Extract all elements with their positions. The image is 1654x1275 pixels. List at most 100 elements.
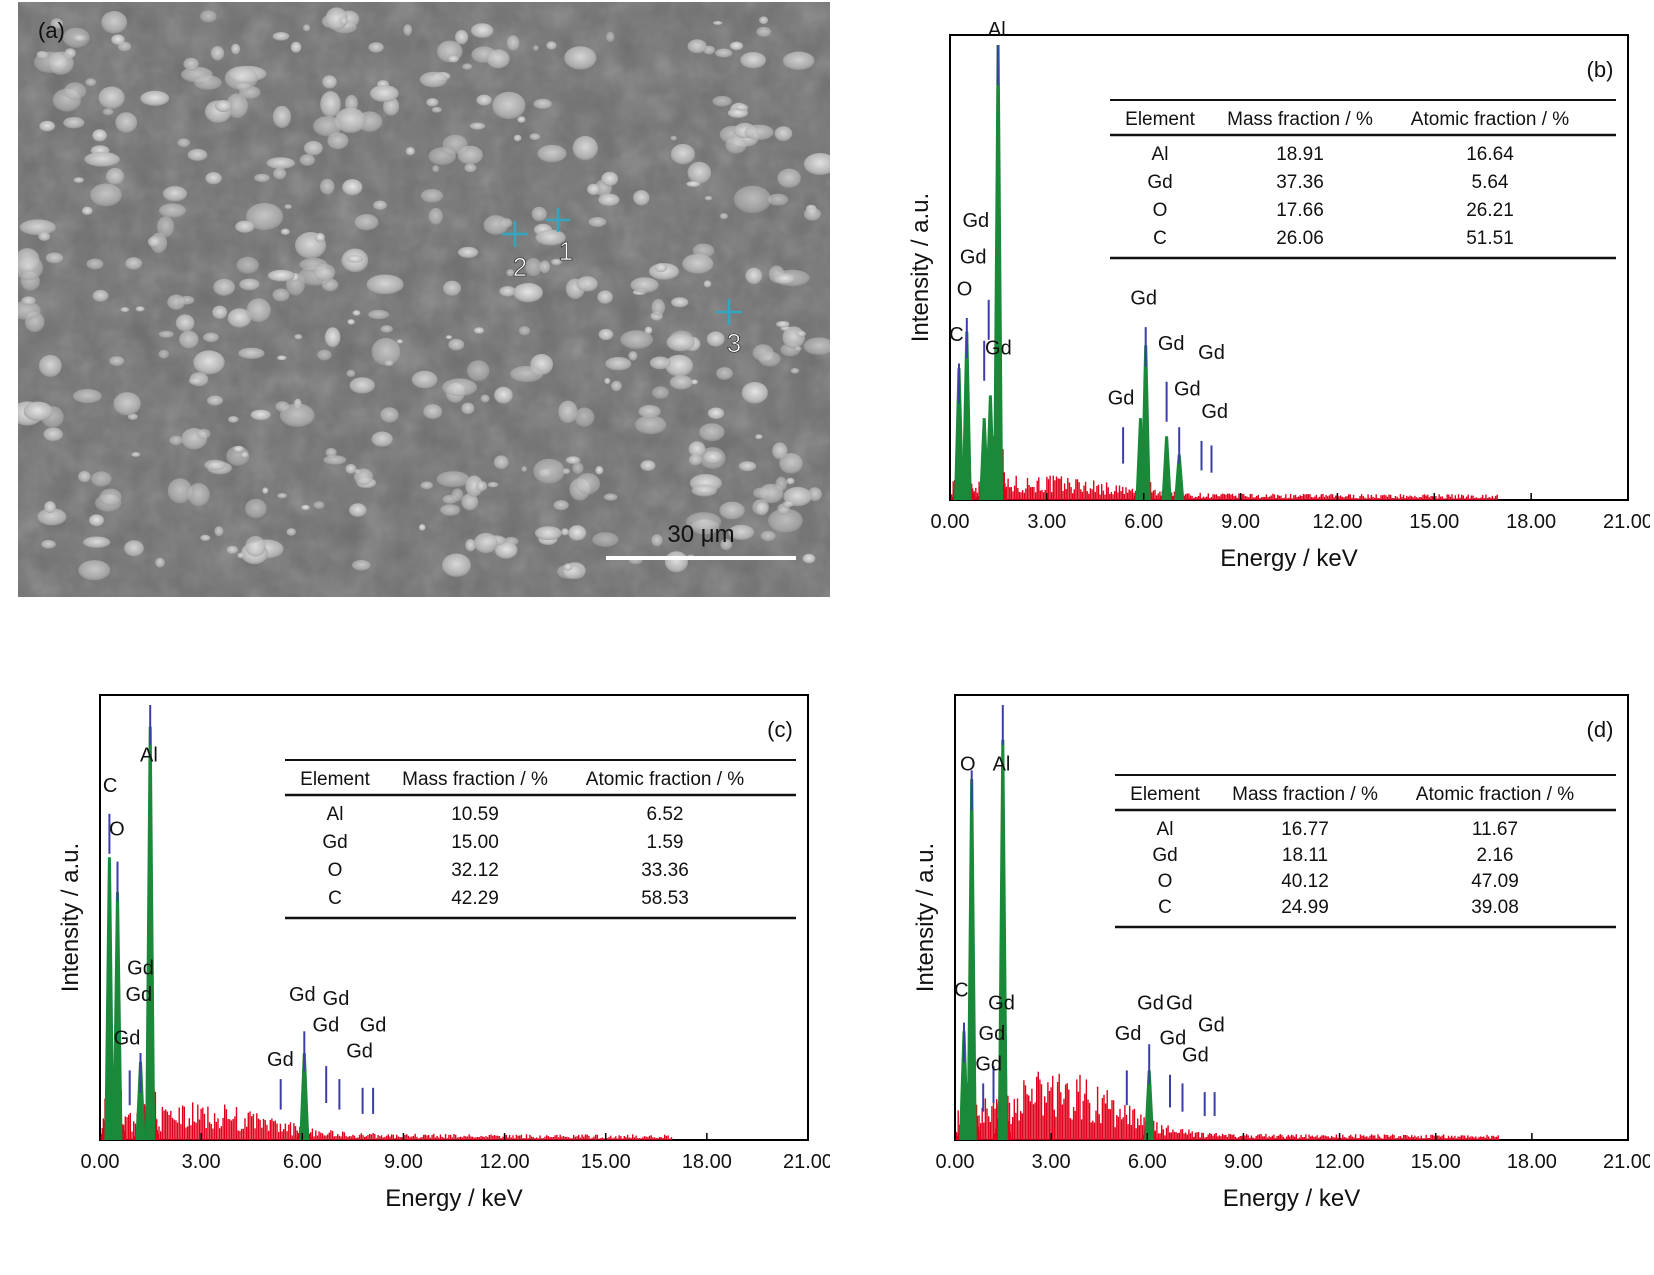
sem-particle xyxy=(99,488,122,506)
sem-particle xyxy=(320,178,335,195)
table-cell: Gd xyxy=(1147,172,1172,193)
sem-particle xyxy=(557,564,583,580)
sem-particle xyxy=(551,258,562,266)
sem-particle xyxy=(467,360,490,382)
sem-particle xyxy=(187,148,208,161)
sem-particle xyxy=(605,357,632,371)
table-header: Mass fraction / % xyxy=(1227,109,1373,130)
peak-label: Gd xyxy=(323,988,350,1010)
peak-label: Gd xyxy=(1182,1045,1209,1067)
spectrum-peak xyxy=(104,857,115,1140)
sem-particle xyxy=(638,405,661,418)
sem-particle xyxy=(470,23,494,38)
sem-particle xyxy=(131,452,141,457)
sem-particle xyxy=(420,481,433,490)
table-cell: 26.06 xyxy=(1276,228,1324,249)
sem-particle xyxy=(688,441,706,458)
y-axis-label: Intensity / a.u. xyxy=(912,843,939,992)
sem-particle xyxy=(682,253,714,274)
spectrum-peak xyxy=(954,368,964,500)
panel-label: (d) xyxy=(1587,717,1614,742)
sem-particle xyxy=(339,17,349,25)
table-cell: 51.51 xyxy=(1466,228,1514,249)
sem-particle xyxy=(553,500,569,511)
sem-particle xyxy=(719,501,745,520)
sem-particle xyxy=(41,539,56,549)
sem-particle xyxy=(465,539,476,552)
sem-particle xyxy=(83,536,111,548)
sem-particle xyxy=(284,204,292,209)
sem-particle xyxy=(43,427,63,442)
sem-particle xyxy=(686,181,701,187)
peak-label: Al xyxy=(988,20,1006,41)
table-header: Atomic fraction / % xyxy=(586,769,744,790)
sem-particle xyxy=(779,453,803,474)
sem-particle xyxy=(101,11,128,34)
sem-particle xyxy=(140,90,170,106)
x-tick-label: 18.00 xyxy=(682,1151,732,1173)
sem-particle xyxy=(354,214,379,231)
x-tick-label: 9.00 xyxy=(1224,1151,1263,1173)
peak-label: Gd xyxy=(360,1014,387,1036)
spectrum-peak xyxy=(1140,345,1151,500)
peak-label: Gd xyxy=(985,337,1012,359)
table-cell: 10.59 xyxy=(451,804,499,825)
sem-particle xyxy=(21,296,36,305)
sem-particle xyxy=(158,330,174,338)
sem-particle xyxy=(272,288,290,302)
peak-label: Gd xyxy=(1115,1023,1142,1045)
table-cell: O xyxy=(328,860,343,881)
sem-particle xyxy=(486,49,510,69)
sem-particle xyxy=(644,326,653,335)
sem-particle xyxy=(38,354,62,377)
sem-particle xyxy=(686,512,722,532)
sem-particle xyxy=(158,203,187,218)
sem-particle xyxy=(651,534,663,547)
sem-particle xyxy=(752,499,770,516)
sem-particle xyxy=(598,193,620,206)
sem-particle xyxy=(301,504,310,511)
eds-chart-c: C O Al Gd Gd Gd Gd Gd Gd Gd Gd Gd 0.00 3.00 6.00 9.00 12… xyxy=(40,680,833,1270)
sem-particle xyxy=(85,78,97,87)
sem-particle xyxy=(102,108,114,116)
sem-particle xyxy=(352,310,361,316)
sem-particle xyxy=(90,183,122,207)
eds-chart-d: O Al C Gd Gd Gd Gd Gd Gd Gd Gd Gd 0.00 3.00 6.00 9.00 12… xyxy=(895,680,1653,1270)
table-header: Mass fraction / % xyxy=(402,769,548,790)
x-tick-label: 3.00 xyxy=(182,1151,221,1173)
table-cell: O xyxy=(1153,200,1168,221)
sem-particle xyxy=(19,219,56,236)
sem-particle xyxy=(440,504,461,516)
sem-particle xyxy=(98,86,125,109)
sem-particle xyxy=(277,355,287,361)
sem-particle xyxy=(237,552,245,559)
sem-particle xyxy=(245,203,284,231)
x-tick-label: 3.00 xyxy=(1032,1151,1071,1173)
sem-particle xyxy=(465,475,484,497)
sem-particle xyxy=(640,460,656,471)
sem-particle xyxy=(246,298,271,323)
sem-particle xyxy=(63,117,85,129)
sem-particle xyxy=(598,328,614,341)
sem-particles xyxy=(10,7,837,581)
spectrum-peak xyxy=(1174,454,1185,500)
sem-particle xyxy=(113,392,141,416)
table-cell: O xyxy=(1158,871,1173,892)
sem-particle xyxy=(371,431,393,447)
x-tick-label: 15.00 xyxy=(581,1151,631,1173)
sem-particle xyxy=(194,75,222,90)
sem-particle xyxy=(210,46,225,61)
sem-particle xyxy=(313,116,343,137)
sem-particle xyxy=(226,93,248,119)
x-tick-label: 18.00 xyxy=(1506,511,1556,533)
sem-particle xyxy=(666,333,695,352)
table-cell: 58.53 xyxy=(641,888,689,909)
sem-particle xyxy=(206,395,224,406)
table-cell: 6.52 xyxy=(647,804,684,825)
sem-particle xyxy=(323,455,347,465)
marker-label-2: 2 xyxy=(513,252,527,282)
sem-particle xyxy=(349,503,367,517)
sem-particle xyxy=(203,332,219,343)
spectrum-peak xyxy=(961,331,972,500)
